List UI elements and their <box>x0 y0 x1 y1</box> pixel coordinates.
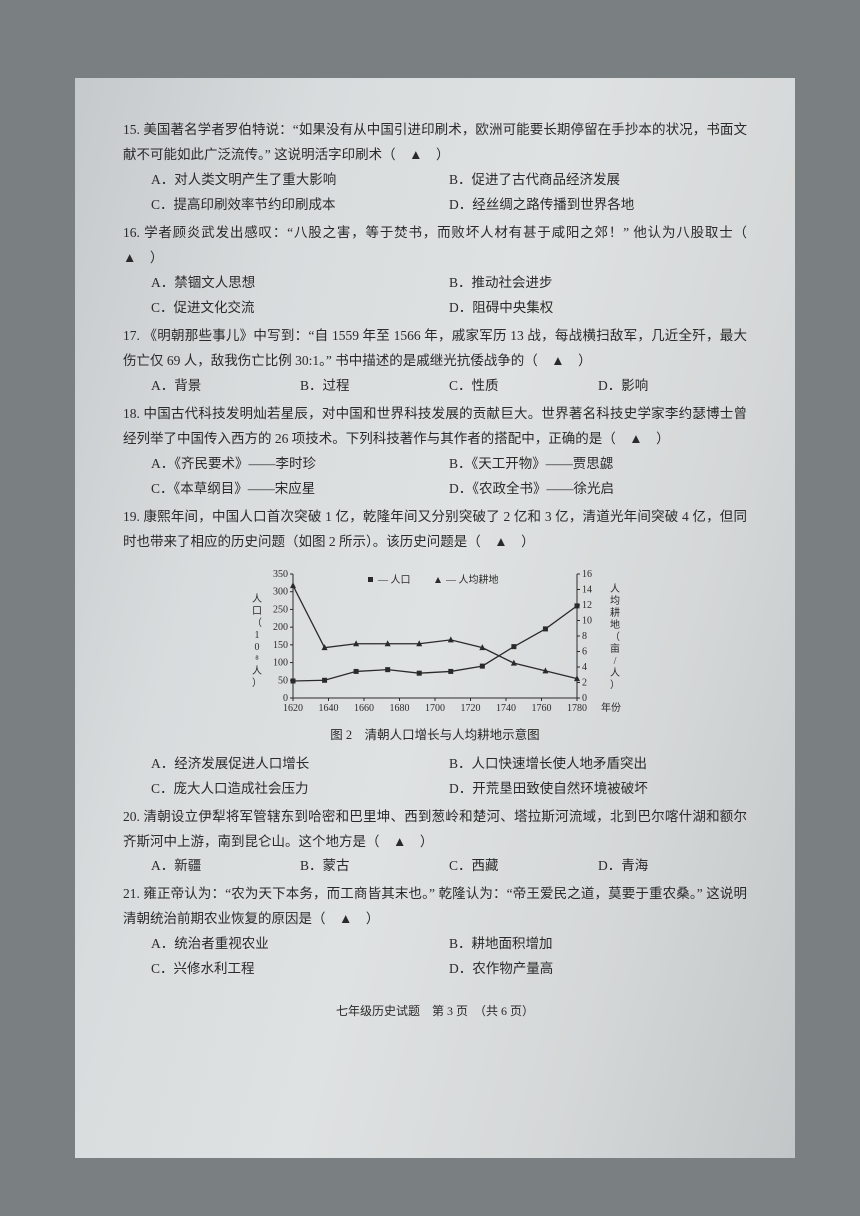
population-chart-svg: 0501001502002503003500246810121416162016… <box>245 562 625 722</box>
svg-text:1740: 1740 <box>496 703 516 714</box>
q21-options: A．统治者重视农业 B．耕地面积增加 C．兴修水利工程 D．农作物产量高 <box>123 932 747 982</box>
svg-text:200: 200 <box>273 623 288 634</box>
question-21: 21. 雍正帝认为：“农为天下本务，而工商皆其末也。” 乾隆认为：“帝王爱民之道… <box>123 882 747 982</box>
q17-opt-a: A．背景 <box>151 374 300 399</box>
q15-opt-b: B．促进了古代商品经济发展 <box>449 168 747 193</box>
q20-options: A．新疆 B．蒙古 C．西藏 D．青海 <box>123 854 747 879</box>
q17-opt-b: B．过程 <box>300 374 449 399</box>
svg-text:口: 口 <box>252 606 262 617</box>
svg-text:12: 12 <box>582 600 592 611</box>
svg-text:⁸: ⁸ <box>255 654 259 665</box>
q19-stem: 19. 康熙年间，中国人口首次突破 1 亿，乾隆年间又分别突破了 2 亿和 3 … <box>123 505 747 555</box>
q16-options: A．禁锢文人思想 B．推动社会进步 C．促进文化交流 D．阻碍中央集权 <box>123 271 747 321</box>
q18-opt-d: D．《农政全书》——徐光启 <box>449 477 747 502</box>
question-20: 20. 清朝设立伊犁将军管辖东到哈密和巴里坤、西到葱岭和楚河、塔拉斯河流域，北到… <box>123 805 747 880</box>
q18-opt-a: A．《齐民要术》——李时珍 <box>151 452 449 477</box>
q19-options: A．经济发展促进人口增长 B．人口快速增长使人地矛盾突出 C．庞大人口造成社会压… <box>123 752 747 802</box>
q20-opt-a: A．新疆 <box>151 854 300 879</box>
svg-text:（: （ <box>252 617 262 629</box>
svg-text:1660: 1660 <box>354 703 374 714</box>
svg-text:16: 16 <box>582 569 592 580</box>
svg-text:0: 0 <box>255 642 260 653</box>
question-17: 17. 《明朝那些事儿》中写到：“自 1559 年至 1566 年，戚家军历 1… <box>123 324 747 399</box>
svg-text:耕: 耕 <box>610 606 620 619</box>
q19-opt-c: C．庞大人口造成社会压力 <box>151 777 449 802</box>
svg-text:8: 8 <box>582 631 587 642</box>
q21-opt-a: A．统治者重视农业 <box>151 932 449 957</box>
q17-opt-d: D．影响 <box>598 374 747 399</box>
svg-text:300: 300 <box>273 587 288 598</box>
svg-text:（: （ <box>610 631 620 643</box>
q21-opt-b: B．耕地面积增加 <box>449 932 747 957</box>
q16-opt-c: C．促进文化交流 <box>151 296 449 321</box>
svg-text:1780: 1780 <box>567 703 587 714</box>
svg-text:均: 均 <box>610 595 620 607</box>
svg-text:）: ） <box>252 677 262 689</box>
svg-text:350: 350 <box>273 569 288 580</box>
svg-text:年份: 年份 <box>601 701 621 714</box>
svg-text:1720: 1720 <box>461 703 481 714</box>
q19-opt-a: A．经济发展促进人口增长 <box>151 752 449 777</box>
q20-stem: 20. 清朝设立伊犁将军管辖东到哈密和巴里坤、西到葱岭和楚河、塔拉斯河流域，北到… <box>123 805 747 855</box>
svg-text:1680: 1680 <box>390 703 410 714</box>
svg-text:150: 150 <box>273 640 288 651</box>
svg-text:250: 250 <box>273 605 288 616</box>
svg-text:人: 人 <box>252 593 262 605</box>
svg-text:1: 1 <box>255 630 260 641</box>
q17-options: A．背景 B．过程 C．性质 D．影响 <box>123 374 747 399</box>
page-footer: 七年级历史试题 第 3 页 （共 6 页） <box>123 1000 747 1022</box>
svg-text:1620: 1620 <box>283 703 303 714</box>
svg-text:14: 14 <box>582 585 592 596</box>
chart-figure-2: 0501001502002503003500246810121416162016… <box>245 562 625 747</box>
chart-caption: 图 2 清朝人口增长与人均耕地示意图 <box>245 724 625 747</box>
svg-text:4: 4 <box>582 662 587 673</box>
svg-text:人: 人 <box>610 583 620 595</box>
svg-text:2: 2 <box>582 678 587 689</box>
svg-text:50: 50 <box>278 676 288 687</box>
q15-opt-d: D．经丝绸之路传播到世界各地 <box>449 193 747 218</box>
q20-opt-d: D．青海 <box>598 854 747 879</box>
svg-text:100: 100 <box>273 658 288 669</box>
q16-opt-a: A．禁锢文人思想 <box>151 271 449 296</box>
q19-opt-d: D．开荒垦田致使自然环境被破坏 <box>449 777 747 802</box>
q17-stem: 17. 《明朝那些事儿》中写到：“自 1559 年至 1566 年，戚家军历 1… <box>123 324 747 374</box>
q21-opt-c: C．兴修水利工程 <box>151 957 449 982</box>
q17-opt-c: C．性质 <box>449 374 598 399</box>
q15-stem: 15. 美国著名学者罗伯特说：“如果没有从中国引进印刷术，欧洲可能要长期停留在手… <box>123 118 747 168</box>
q18-stem: 18. 中国古代科技发明灿若星辰，对中国和世界科技发展的贡献巨大。世界著名科技史… <box>123 402 747 452</box>
q16-opt-b: B．推动社会进步 <box>449 271 747 296</box>
q15-options: A．对人类文明产生了重大影响 B．促进了古代商品经济发展 C．提高印刷效率节约印… <box>123 168 747 218</box>
q20-opt-b: B．蒙古 <box>300 854 449 879</box>
exam-page: 15. 美国著名学者罗伯特说：“如果没有从中国引进印刷术，欧洲可能要长期停留在手… <box>75 78 795 1158</box>
svg-text:1760: 1760 <box>532 703 552 714</box>
q15-opt-a: A．对人类文明产生了重大影响 <box>151 168 449 193</box>
svg-text:人: 人 <box>610 667 620 679</box>
q16-opt-d: D．阻碍中央集权 <box>449 296 747 321</box>
question-15: 15. 美国著名学者罗伯特说：“如果没有从中国引进印刷术，欧洲可能要长期停留在手… <box>123 118 747 218</box>
question-19: 19. 康熙年间，中国人口首次突破 1 亿，乾隆年间又分别突破了 2 亿和 3 … <box>123 505 747 802</box>
q15-opt-c: C．提高印刷效率节约印刷成本 <box>151 193 449 218</box>
svg-text:）: ） <box>610 679 620 691</box>
q18-opt-b: B．《天工开物》——贾思勰 <box>449 452 747 477</box>
q21-stem: 21. 雍正帝认为：“农为天下本务，而工商皆其末也。” 乾隆认为：“帝王爱民之道… <box>123 882 747 932</box>
q19-opt-b: B．人口快速增长使人地矛盾突出 <box>449 752 747 777</box>
q16-stem: 16. 学者顾炎武发出感叹：“八股之害，等于焚书，而败坏人材有甚于咸阳之郊！” … <box>123 221 747 271</box>
q18-options: A．《齐民要术》——李时珍 B．《天工开物》——贾思勰 C．《本草纲目》——宋应… <box>123 452 747 502</box>
svg-text:地: 地 <box>610 618 620 631</box>
svg-text:6: 6 <box>582 647 587 658</box>
question-18: 18. 中国古代科技发明灿若星辰，对中国和世界科技发展的贡献巨大。世界著名科技史… <box>123 402 747 502</box>
svg-text:亩: 亩 <box>610 642 620 655</box>
svg-text:1640: 1640 <box>319 703 339 714</box>
question-16: 16. 学者顾炎武发出感叹：“八股之害，等于焚书，而败坏人材有甚于咸阳之郊！” … <box>123 221 747 321</box>
svg-text:— 人口: — 人口 <box>377 574 411 586</box>
svg-text:/: / <box>614 656 617 667</box>
q20-opt-c: C．西藏 <box>449 854 598 879</box>
svg-text:人: 人 <box>252 665 262 677</box>
svg-text:1700: 1700 <box>425 703 445 714</box>
q21-opt-d: D．农作物产量高 <box>449 957 747 982</box>
q18-opt-c: C．《本草纲目》——宋应星 <box>151 477 449 502</box>
svg-text:— 人均耕地: — 人均耕地 <box>445 573 499 586</box>
svg-text:10: 10 <box>582 616 592 627</box>
